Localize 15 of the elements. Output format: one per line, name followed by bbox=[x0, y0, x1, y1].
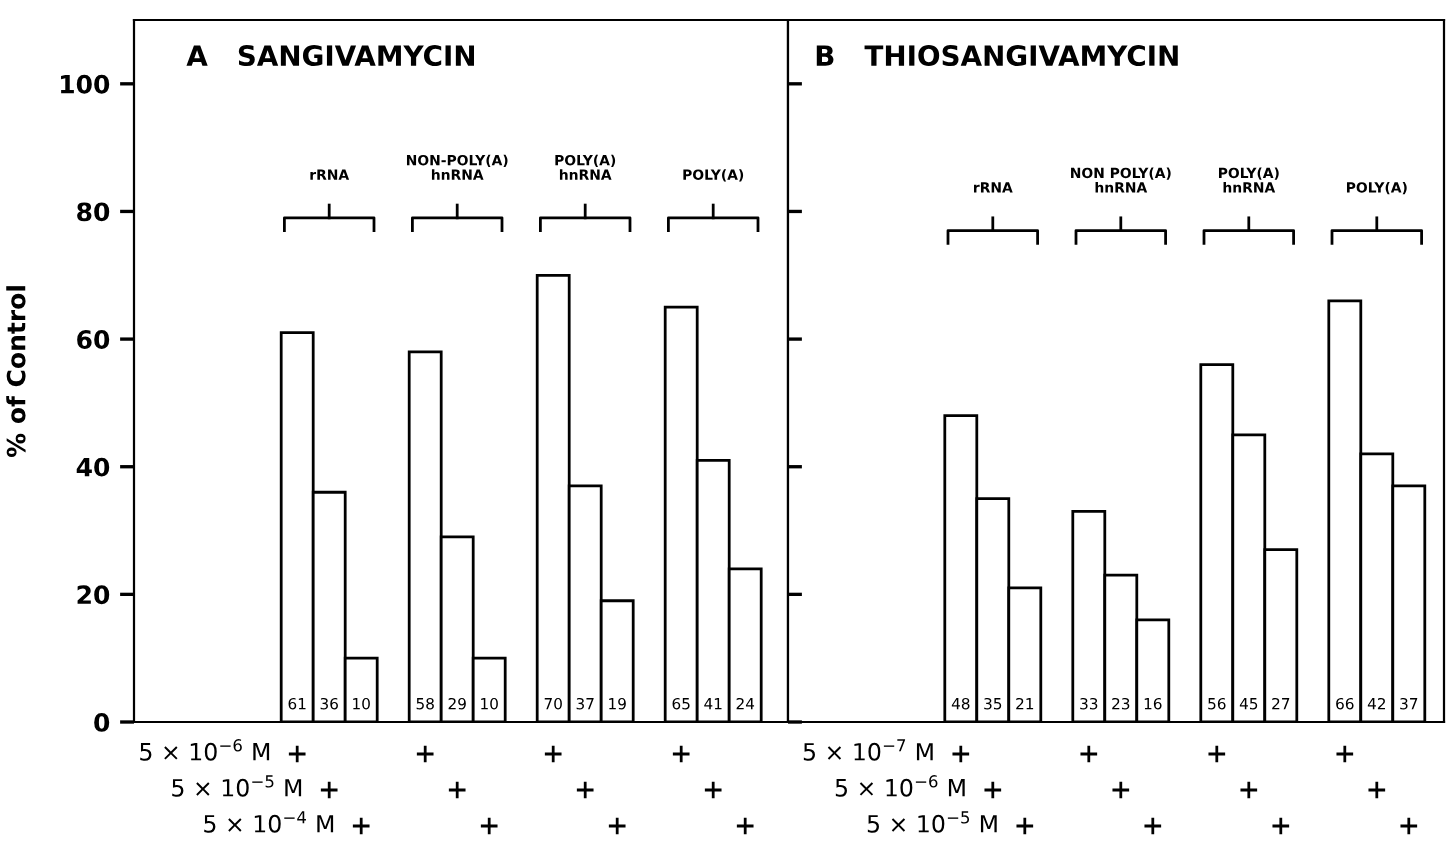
y-tick-label: 80 bbox=[77, 202, 110, 222]
y-tick-label: 0 bbox=[94, 712, 110, 732]
y-axis-title: % of Control bbox=[6, 286, 26, 458]
y-tick-label: 40 bbox=[76, 457, 110, 477]
legend-label: 5 × 10$^{−5}$ M bbox=[172, 775, 302, 797]
y-tick-label: 60 bbox=[77, 330, 110, 349]
legend-label: 5 × 10$^{−6}$ M bbox=[835, 775, 965, 797]
legend-label: 5 × 10$^{−4}$ M bbox=[204, 811, 334, 833]
y-tick-label: 20 bbox=[77, 585, 110, 605]
legend-label: 5 × 10$^{−5}$ M bbox=[867, 811, 997, 833]
y-tick-label: 100 bbox=[61, 74, 110, 94]
legend-label: 5 × 10$^{−6}$ M bbox=[140, 739, 270, 761]
legend-label: 5 × 10$^{−7}$ M bbox=[803, 739, 933, 761]
text: A SANGIVAMYCIN bbox=[186, 45, 475, 67]
text: B THIOSANGIVAMYCIN bbox=[816, 45, 1178, 67]
